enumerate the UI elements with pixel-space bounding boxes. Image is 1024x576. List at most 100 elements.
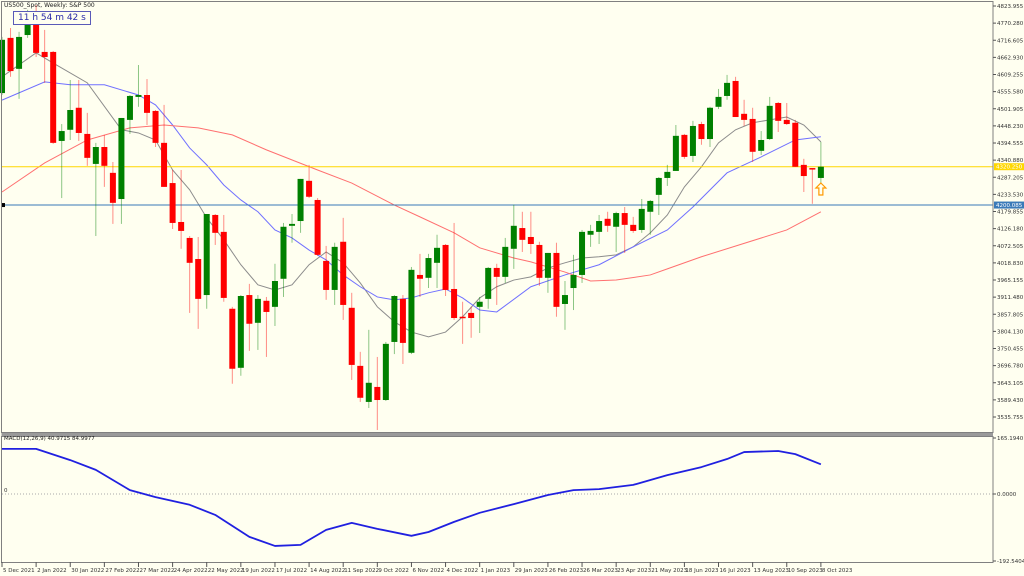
- candle: [604, 211, 611, 232]
- candle: [340, 217, 347, 320]
- bull-candle-body: [434, 247, 441, 263]
- candle: [16, 31, 23, 99]
- candle: [118, 117, 125, 224]
- candle: [271, 263, 278, 326]
- candle: [476, 296, 483, 334]
- macd-indicator-label: MACD(12,26,9) 40.9715 84.9977: [4, 436, 95, 442]
- candle: [485, 266, 492, 309]
- date-tick-label: 30 Jan 2022: [71, 568, 104, 574]
- level-label: 4200.085: [996, 203, 1023, 209]
- price-tick-label: 3696.780: [997, 364, 1024, 370]
- candle: [596, 214, 603, 244]
- candle: [212, 214, 219, 245]
- bear-candle-body: [161, 142, 168, 187]
- bull-candle-body: [544, 252, 551, 278]
- candle: [254, 295, 261, 350]
- candle: [144, 79, 151, 125]
- price-tick-label: 4662.930: [997, 55, 1024, 61]
- bear-candle-body: [800, 164, 807, 177]
- candle: [374, 356, 381, 431]
- macd-tick-label: 165.1940: [997, 436, 1024, 442]
- price-tick-label: 3643.105: [997, 381, 1024, 387]
- candle: [758, 131, 765, 155]
- candle: [766, 96, 773, 140]
- bull-candle-body: [382, 343, 389, 401]
- candle: [58, 124, 65, 199]
- date-tick-label: 2 Jan 2022: [37, 568, 66, 574]
- bear-candle-body: [178, 221, 185, 231]
- candle: [749, 107, 756, 163]
- bear-candle-body: [246, 295, 253, 324]
- date-tick-label: 1 Jan 2023: [481, 568, 511, 574]
- candle: [647, 199, 654, 235]
- panel-splitter[interactable]: [1, 433, 994, 436]
- candle: [186, 236, 193, 313]
- candle: [297, 178, 304, 233]
- date-tick-label: 5 Dec 2021: [3, 568, 35, 574]
- candle: [630, 216, 637, 233]
- bull-candle-body: [655, 177, 662, 195]
- bull-candle-body: [579, 231, 586, 275]
- bull-candle-body: [24, 17, 31, 36]
- candle: [681, 133, 688, 159]
- date-tick-label: 26 Feb 2023: [549, 568, 584, 574]
- macd-tick-label: -192.5404: [997, 559, 1024, 565]
- price-tick-label: 4287.205: [997, 175, 1024, 181]
- candle: [391, 295, 398, 355]
- bear-candle-body: [212, 214, 219, 233]
- candle: [84, 112, 91, 166]
- date-tick-label: 4 Dec 2022: [447, 568, 479, 574]
- candle: [408, 266, 415, 355]
- candle: [135, 65, 142, 107]
- bear-candle-body: [451, 288, 458, 319]
- up-arrow-icon[interactable]: [814, 182, 828, 196]
- bull-candle-body: [596, 221, 603, 232]
- candle: [442, 243, 449, 297]
- candle: [502, 237, 509, 283]
- macd-signal-line: [2, 447, 822, 547]
- bull-candle-body: [561, 295, 568, 304]
- bear-candle-body: [468, 312, 475, 319]
- date-tick-label: 10 Sep 2023: [788, 568, 823, 574]
- bear-candle-body: [604, 218, 611, 226]
- candle: [655, 176, 662, 215]
- bear-candle-body: [374, 386, 381, 401]
- bull-candle-body: [297, 178, 304, 222]
- bear-candle-body: [33, 17, 40, 53]
- candle: [7, 28, 14, 77]
- bull-candle-body: [237, 296, 244, 368]
- price-tick-label: 3911.480: [997, 295, 1024, 301]
- candle: [348, 292, 355, 380]
- date-tick-label: 29 Jan 2023: [515, 568, 548, 574]
- bar-timer: 11 h 54 m 42 s: [13, 11, 91, 25]
- candle: [0, 36, 5, 96]
- bear-candle-body: [399, 298, 406, 343]
- candle: [425, 253, 432, 289]
- level-line-handle[interactable]: [1, 203, 5, 208]
- candle: [41, 29, 48, 83]
- candle: [706, 106, 713, 148]
- candle: [613, 211, 620, 252]
- price-tick-label: 3857.805: [997, 312, 1024, 318]
- date-tick-label: 8 Oct 2023: [822, 568, 853, 574]
- candle: [365, 329, 372, 408]
- candle: [109, 162, 116, 224]
- candle: [519, 211, 526, 252]
- candle: [800, 158, 807, 192]
- candle: [536, 241, 543, 286]
- bear-candle-body: [186, 237, 193, 263]
- candle: [724, 74, 731, 100]
- bear-candle-body: [306, 180, 313, 197]
- bear-candle-body: [809, 168, 816, 170]
- candle: [664, 164, 671, 186]
- candle: [544, 252, 551, 293]
- date-tick-label: 23 Apr 2023: [617, 568, 652, 574]
- bear-candle-body: [416, 274, 423, 279]
- bull-candle-body: [408, 269, 415, 353]
- candle: [715, 88, 722, 110]
- bear-candle-body: [109, 172, 116, 203]
- bull-candle-body: [254, 298, 261, 323]
- price-tick-label: 3804.130: [997, 329, 1024, 335]
